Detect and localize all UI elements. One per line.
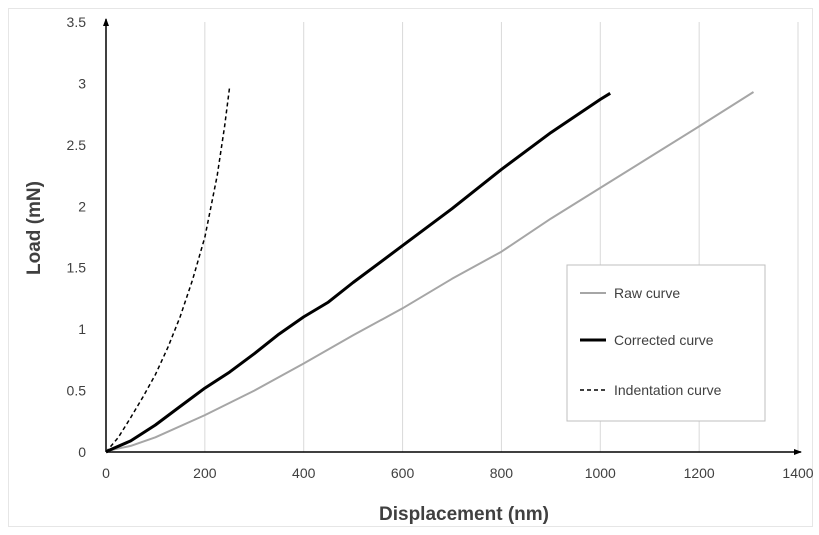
x-axis-title: Displacement (nm)	[379, 504, 549, 525]
x-tick-label: 1400	[782, 465, 813, 481]
y-tick-label: 2.5	[67, 137, 87, 153]
x-tick-label: 1200	[684, 465, 715, 481]
x-tick-label: 800	[490, 465, 514, 481]
legend: Raw curve Corrected curve Indentation cu…	[566, 264, 766, 422]
y-tick-label: 3	[78, 75, 86, 91]
y-tick-label: 3.5	[67, 14, 87, 30]
series-line-corrected-curve	[105, 92, 611, 454]
legend-label-indentation: Indentation curve	[614, 382, 722, 398]
y-tick-label: 1.5	[67, 260, 87, 276]
x-tick-label: 400	[292, 465, 316, 481]
x-axis-arrow	[794, 449, 802, 455]
legend-box	[566, 264, 766, 422]
legend-label-raw: Raw curve	[614, 285, 680, 301]
x-tick-label: 0	[102, 465, 110, 481]
x-tick-label: 200	[193, 465, 217, 481]
y-tick-label: 2	[78, 198, 86, 214]
y-tick-label: 0	[78, 444, 86, 460]
series-layer	[105, 87, 755, 454]
y-axis-arrow	[103, 18, 109, 26]
series-line-raw-curve	[105, 91, 755, 453]
y-axis-title: Load (mN)	[24, 181, 45, 275]
y-tick-label: 1	[78, 321, 86, 337]
series-line-indentation-curve	[105, 87, 231, 453]
y-tick-label: 0.5	[67, 383, 87, 399]
x-tick-label: 1000	[585, 465, 616, 481]
legend-label-corrected: Corrected curve	[614, 332, 714, 348]
chart-frame	[8, 8, 813, 527]
axes	[103, 18, 802, 455]
x-tick-labels: 0 200 400 600 800 1000 1200 1400	[102, 465, 814, 481]
x-tick-label: 600	[391, 465, 415, 481]
y-tick-labels: 0 0.5 1 1.5 2 2.5 3 3.5	[67, 14, 87, 460]
